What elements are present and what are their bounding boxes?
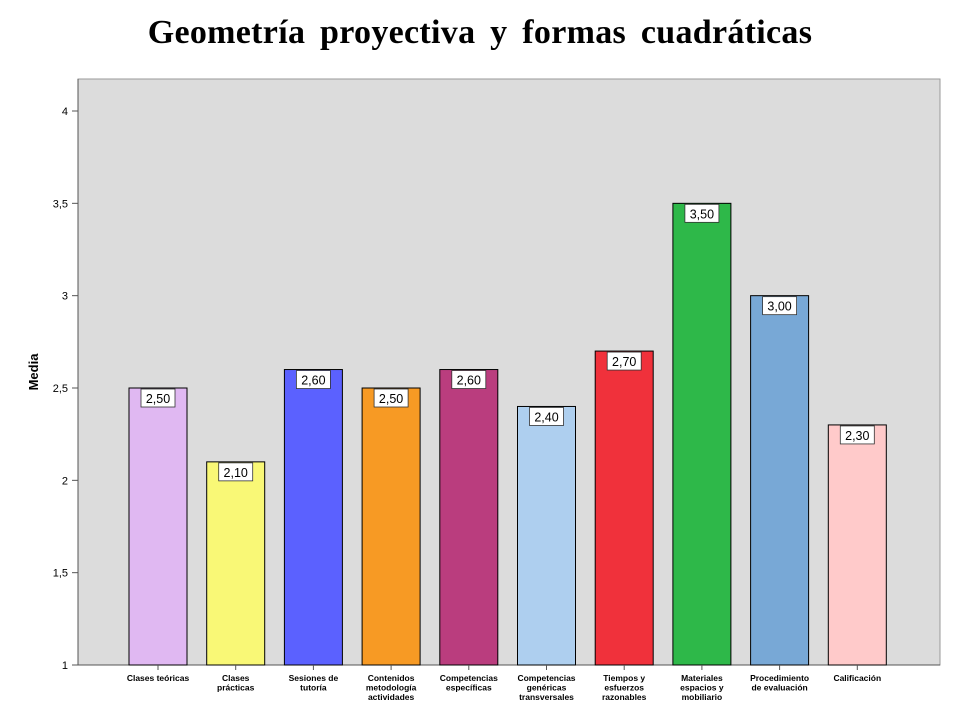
data-label-box	[839, 425, 875, 445]
data-label-box	[373, 388, 409, 408]
data-label-box	[140, 388, 176, 408]
y-tick-label: 4	[62, 106, 68, 118]
x-tick-label: Contenidos metodología actividades	[366, 673, 417, 702]
x-tick-label: Procedimiento de evaluación	[750, 673, 809, 693]
x-axis-labels: Clases teóricas Clases prácticas Sesiones d…	[127, 665, 881, 702]
y-tick-label: 3	[62, 291, 68, 303]
x-tick-label: Clases teóricas	[127, 673, 190, 683]
data-label: 2,40	[534, 410, 558, 424]
y-axis-ticks: 1 1,5 2 2,5 3 3,5 4	[53, 106, 78, 672]
bar	[283, 369, 343, 666]
bar	[672, 202, 732, 666]
x-tick-label: Calificación	[833, 673, 881, 683]
data-label-box	[451, 370, 487, 389]
data-label-box	[606, 351, 642, 371]
data-label-box	[762, 296, 797, 316]
data-label: 2,10	[224, 466, 248, 480]
data-label: 3,50	[690, 207, 714, 221]
bar	[750, 295, 810, 666]
x-tick-label: Sesiones de tutoría	[289, 673, 339, 693]
data-label-box	[218, 462, 254, 482]
data-label-box	[295, 370, 331, 389]
y-tick-label: 1,5	[53, 568, 68, 580]
data-label: 3,00	[767, 300, 791, 314]
data-label: 2,70	[612, 355, 636, 369]
y-axis-label: Media	[26, 353, 41, 391]
x-tick-label: Competencias genéricas transversales	[517, 673, 575, 702]
x-tick-label: Competencias específicas	[440, 673, 498, 693]
data-label-box	[684, 203, 720, 223]
bar	[361, 387, 421, 666]
x-tick-label: Clases prácticas	[217, 673, 255, 693]
bar	[206, 461, 266, 666]
data-label: 2,60	[457, 374, 481, 388]
x-tick-label: Tiempos y esfuerzos razonables	[602, 673, 647, 702]
data-label: 2,60	[301, 374, 325, 388]
y-tick-label: 3,5	[53, 198, 68, 210]
data-label: 2,50	[146, 392, 170, 406]
bar	[827, 424, 887, 666]
data-label: 2,50	[379, 392, 403, 406]
y-tick-label: 2	[62, 475, 68, 487]
y-tick-label: 1	[62, 660, 68, 672]
bar	[128, 387, 188, 666]
x-tick-label: Materiales espacios y mobiliario	[680, 673, 724, 702]
bar	[517, 405, 576, 666]
chart-title: Geometría proyectiva y formas cuadrática…	[147, 14, 813, 51]
data-label-box	[529, 407, 564, 426]
bar	[594, 350, 654, 666]
data-label: 2,30	[845, 429, 869, 443]
y-tick-label: 2,5	[53, 383, 68, 395]
bar	[439, 369, 499, 666]
